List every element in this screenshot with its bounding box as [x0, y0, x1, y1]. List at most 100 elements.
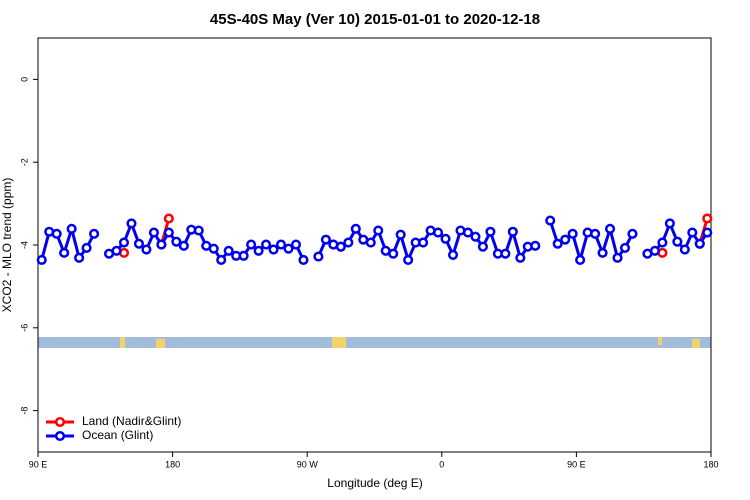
- legend-marker: [54, 416, 66, 428]
- y-tick-label: -2: [19, 158, 29, 166]
- legend-marker: [54, 430, 66, 442]
- point: [657, 237, 668, 248]
- mask-land: [692, 339, 700, 348]
- point: [649, 245, 660, 256]
- point: [462, 227, 474, 238]
- x-tick-label: 90 E: [567, 459, 586, 469]
- point: [485, 226, 496, 237]
- point: [238, 250, 249, 261]
- point: [193, 225, 204, 236]
- point: [208, 243, 219, 254]
- x-tick-label: 180: [703, 459, 718, 469]
- point: [388, 248, 399, 259]
- point: [126, 218, 137, 229]
- point: [111, 245, 122, 256]
- point: [163, 227, 174, 238]
- point: [89, 228, 100, 239]
- point: [275, 239, 287, 250]
- series: [36, 215, 713, 266]
- point: [59, 247, 70, 258]
- point: [141, 244, 152, 255]
- point: [515, 252, 526, 263]
- point: [223, 245, 234, 256]
- point: [687, 227, 698, 238]
- point: [590, 228, 601, 239]
- y-tick-label: -6: [19, 324, 29, 332]
- point: [470, 231, 481, 242]
- point: [298, 254, 309, 265]
- point: [500, 248, 511, 259]
- point: [156, 239, 167, 250]
- land-mask: [38, 337, 711, 348]
- point: [118, 237, 130, 248]
- mask-band: [38, 337, 711, 348]
- point: [313, 251, 324, 262]
- x-tick-label: 180: [165, 459, 180, 469]
- point: [290, 239, 302, 250]
- mask-land: [120, 337, 125, 348]
- point: [343, 237, 354, 248]
- point: [552, 238, 563, 249]
- y-tick-label: 0: [19, 77, 29, 82]
- point: [619, 242, 631, 253]
- point: [560, 234, 571, 245]
- point: [575, 254, 586, 265]
- chart-title: 45S-40S May (Ver 10) 2015-01-01 to 2020-…: [210, 11, 540, 28]
- point: [664, 218, 675, 229]
- point: [66, 223, 77, 234]
- point: [246, 239, 257, 250]
- point: [679, 244, 690, 255]
- point: [261, 239, 272, 250]
- point: [178, 240, 189, 251]
- point: [268, 244, 279, 255]
- x-tick-label: 90 E: [29, 459, 48, 469]
- point: [350, 223, 361, 234]
- point: [36, 254, 47, 265]
- point: [612, 252, 623, 263]
- point: [530, 240, 541, 251]
- x-tick-label: 90 W: [297, 459, 319, 469]
- point: [433, 227, 444, 238]
- point: [440, 233, 451, 244]
- mask-land: [658, 337, 662, 345]
- y-axis-label: XCO2 - MLO trend (ppm): [0, 178, 14, 313]
- point: [477, 241, 488, 252]
- point: [395, 229, 406, 240]
- y-tick-label: -4: [19, 241, 29, 249]
- point: [702, 213, 713, 224]
- point: [253, 245, 264, 256]
- point: [418, 237, 429, 248]
- point: [81, 242, 92, 253]
- point: [51, 228, 62, 239]
- point: [507, 226, 518, 237]
- point: [605, 223, 616, 234]
- x-axis-label: Longitude (deg E): [327, 476, 422, 490]
- point: [335, 241, 346, 252]
- x-tick-label: 0: [439, 459, 444, 469]
- point: [216, 254, 227, 265]
- point: [702, 227, 713, 238]
- legend-label: Ocean (Glint): [82, 428, 153, 442]
- point: [365, 237, 376, 248]
- legend-label: Land (Nadir&Glint): [82, 414, 181, 428]
- point: [447, 249, 459, 260]
- point: [403, 254, 414, 265]
- point: [627, 228, 638, 239]
- point: [567, 228, 578, 239]
- point: [672, 236, 683, 247]
- mask-land: [332, 337, 346, 348]
- point: [171, 236, 182, 247]
- point: [597, 247, 608, 258]
- point: [373, 225, 384, 236]
- y-tick-label: -8: [19, 407, 29, 415]
- point: [545, 215, 556, 226]
- point: [74, 252, 85, 263]
- point: [283, 243, 294, 254]
- point: [694, 238, 705, 249]
- point: [163, 213, 174, 224]
- point: [320, 234, 331, 245]
- point: [133, 238, 144, 249]
- point: [148, 227, 159, 238]
- mask-land: [156, 339, 165, 348]
